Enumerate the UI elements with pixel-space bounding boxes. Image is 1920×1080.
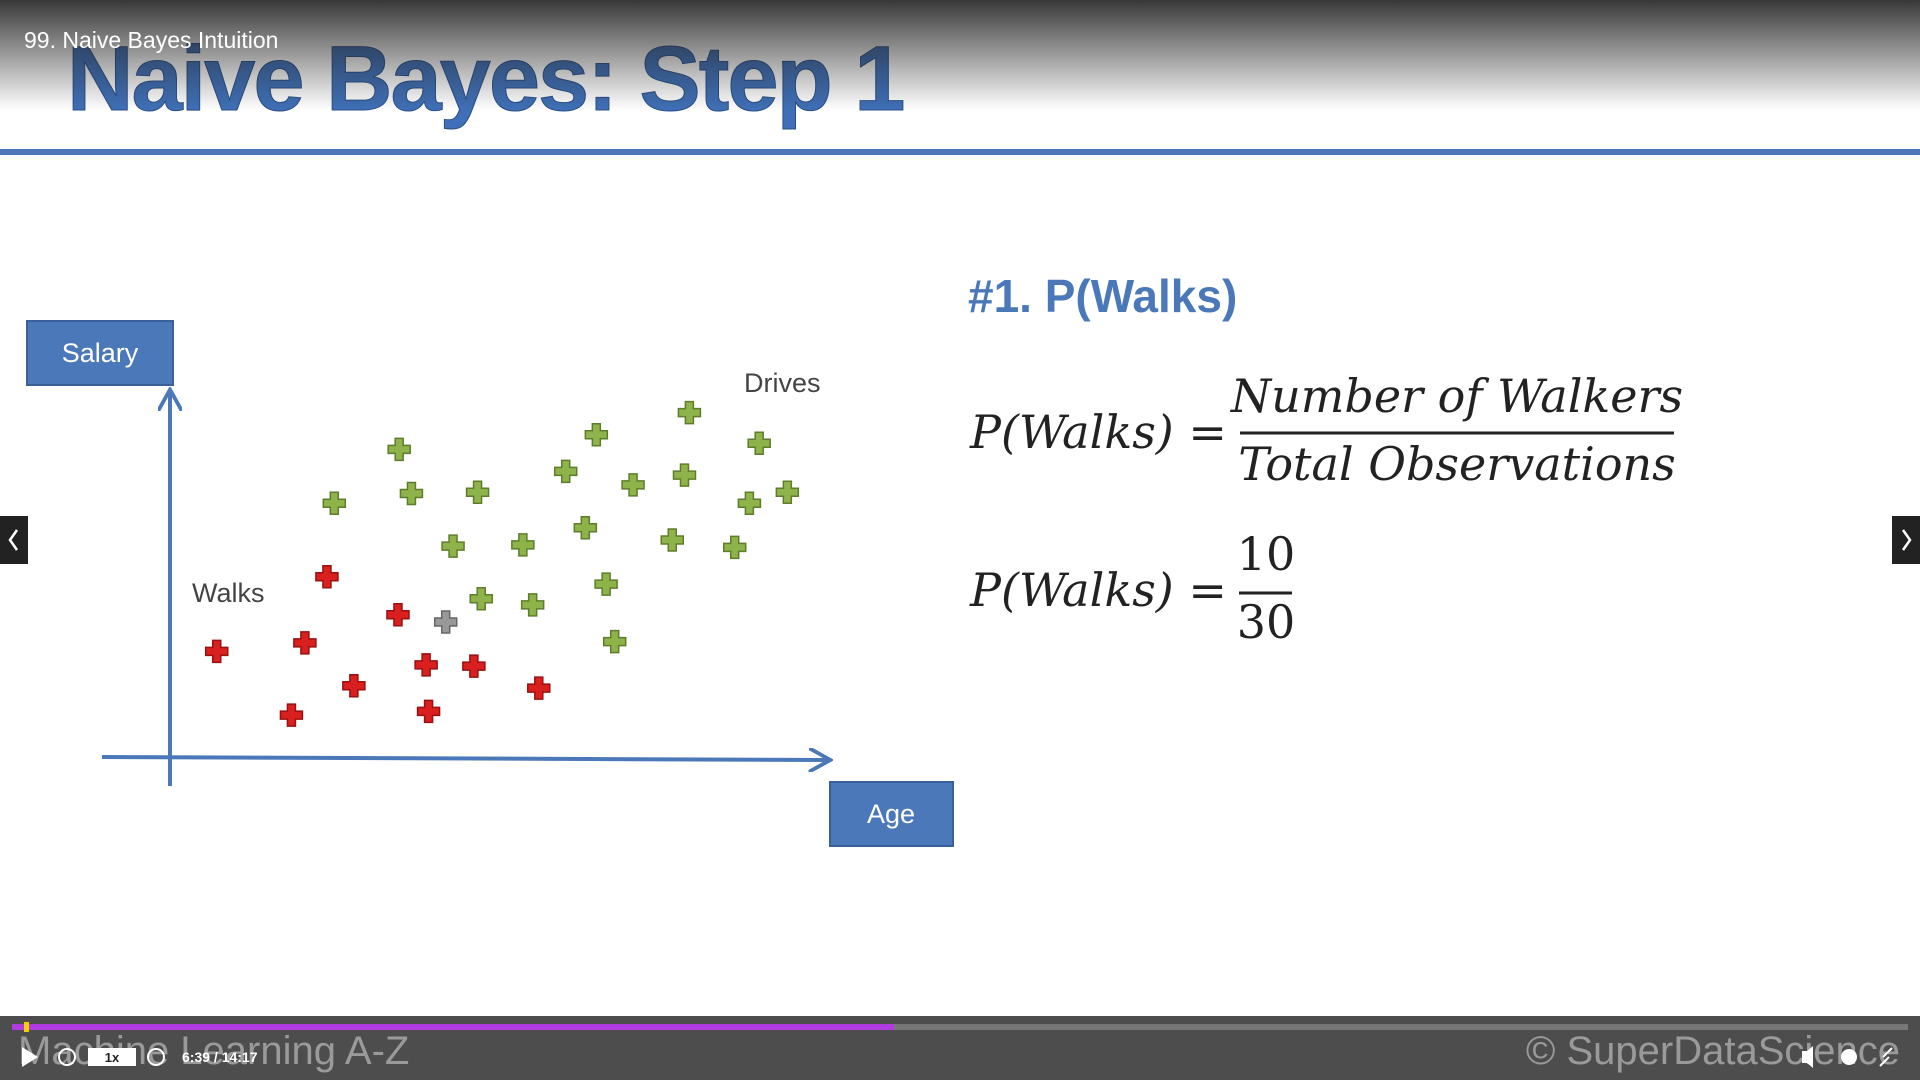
progress-marker — [24, 1022, 29, 1032]
title-rule — [0, 149, 1920, 155]
group-label: Walks — [192, 578, 265, 608]
result-denominator: 30 — [1237, 595, 1296, 649]
x-axis — [101, 757, 828, 760]
settings-button[interactable] — [1841, 1049, 1857, 1065]
x-axis-label: Age — [867, 799, 915, 829]
volume-button[interactable] — [1802, 1046, 1813, 1068]
footer-right: © SuperDataScience — [1526, 1029, 1900, 1073]
x-axis-box — [829, 781, 954, 847]
formula-lhs: P(Walks) = — [969, 405, 1227, 459]
speed-button[interactable] — [88, 1048, 136, 1066]
time-display: 6:39 / 14:17 — [182, 1049, 258, 1065]
fullscreen-button[interactable] — [1879, 1047, 1893, 1067]
prev-button[interactable] — [0, 516, 28, 564]
result-numerator: 10 — [1237, 527, 1296, 581]
lecture-title: 99. Naive Bayes Intuition — [24, 27, 278, 53]
group-label: Drives — [744, 368, 821, 398]
progress-fill — [12, 1024, 894, 1030]
play-button[interactable] — [22, 1047, 38, 1067]
prev-icon — [8, 529, 19, 551]
y-axis-label: Salary — [62, 338, 139, 368]
formula-denominator: Total Observations — [1238, 437, 1676, 491]
result-lhs: P(Walks) = — [969, 563, 1227, 617]
footer-left: Machine Learning A-Z — [18, 1029, 409, 1073]
rewind-button[interactable] — [58, 1048, 76, 1066]
step-heading: #1. P(Walks) — [968, 270, 1237, 322]
forward-button[interactable] — [147, 1048, 165, 1066]
next-button[interactable] — [1892, 516, 1920, 564]
speed-label: 1x — [105, 1050, 120, 1065]
next-icon — [1901, 529, 1912, 551]
progress-track[interactable] — [12, 1024, 1908, 1030]
formula-numerator: Number of Walkers — [1230, 369, 1683, 423]
top-overlay — [0, 0, 1920, 110]
y-axis-box — [26, 320, 174, 386]
